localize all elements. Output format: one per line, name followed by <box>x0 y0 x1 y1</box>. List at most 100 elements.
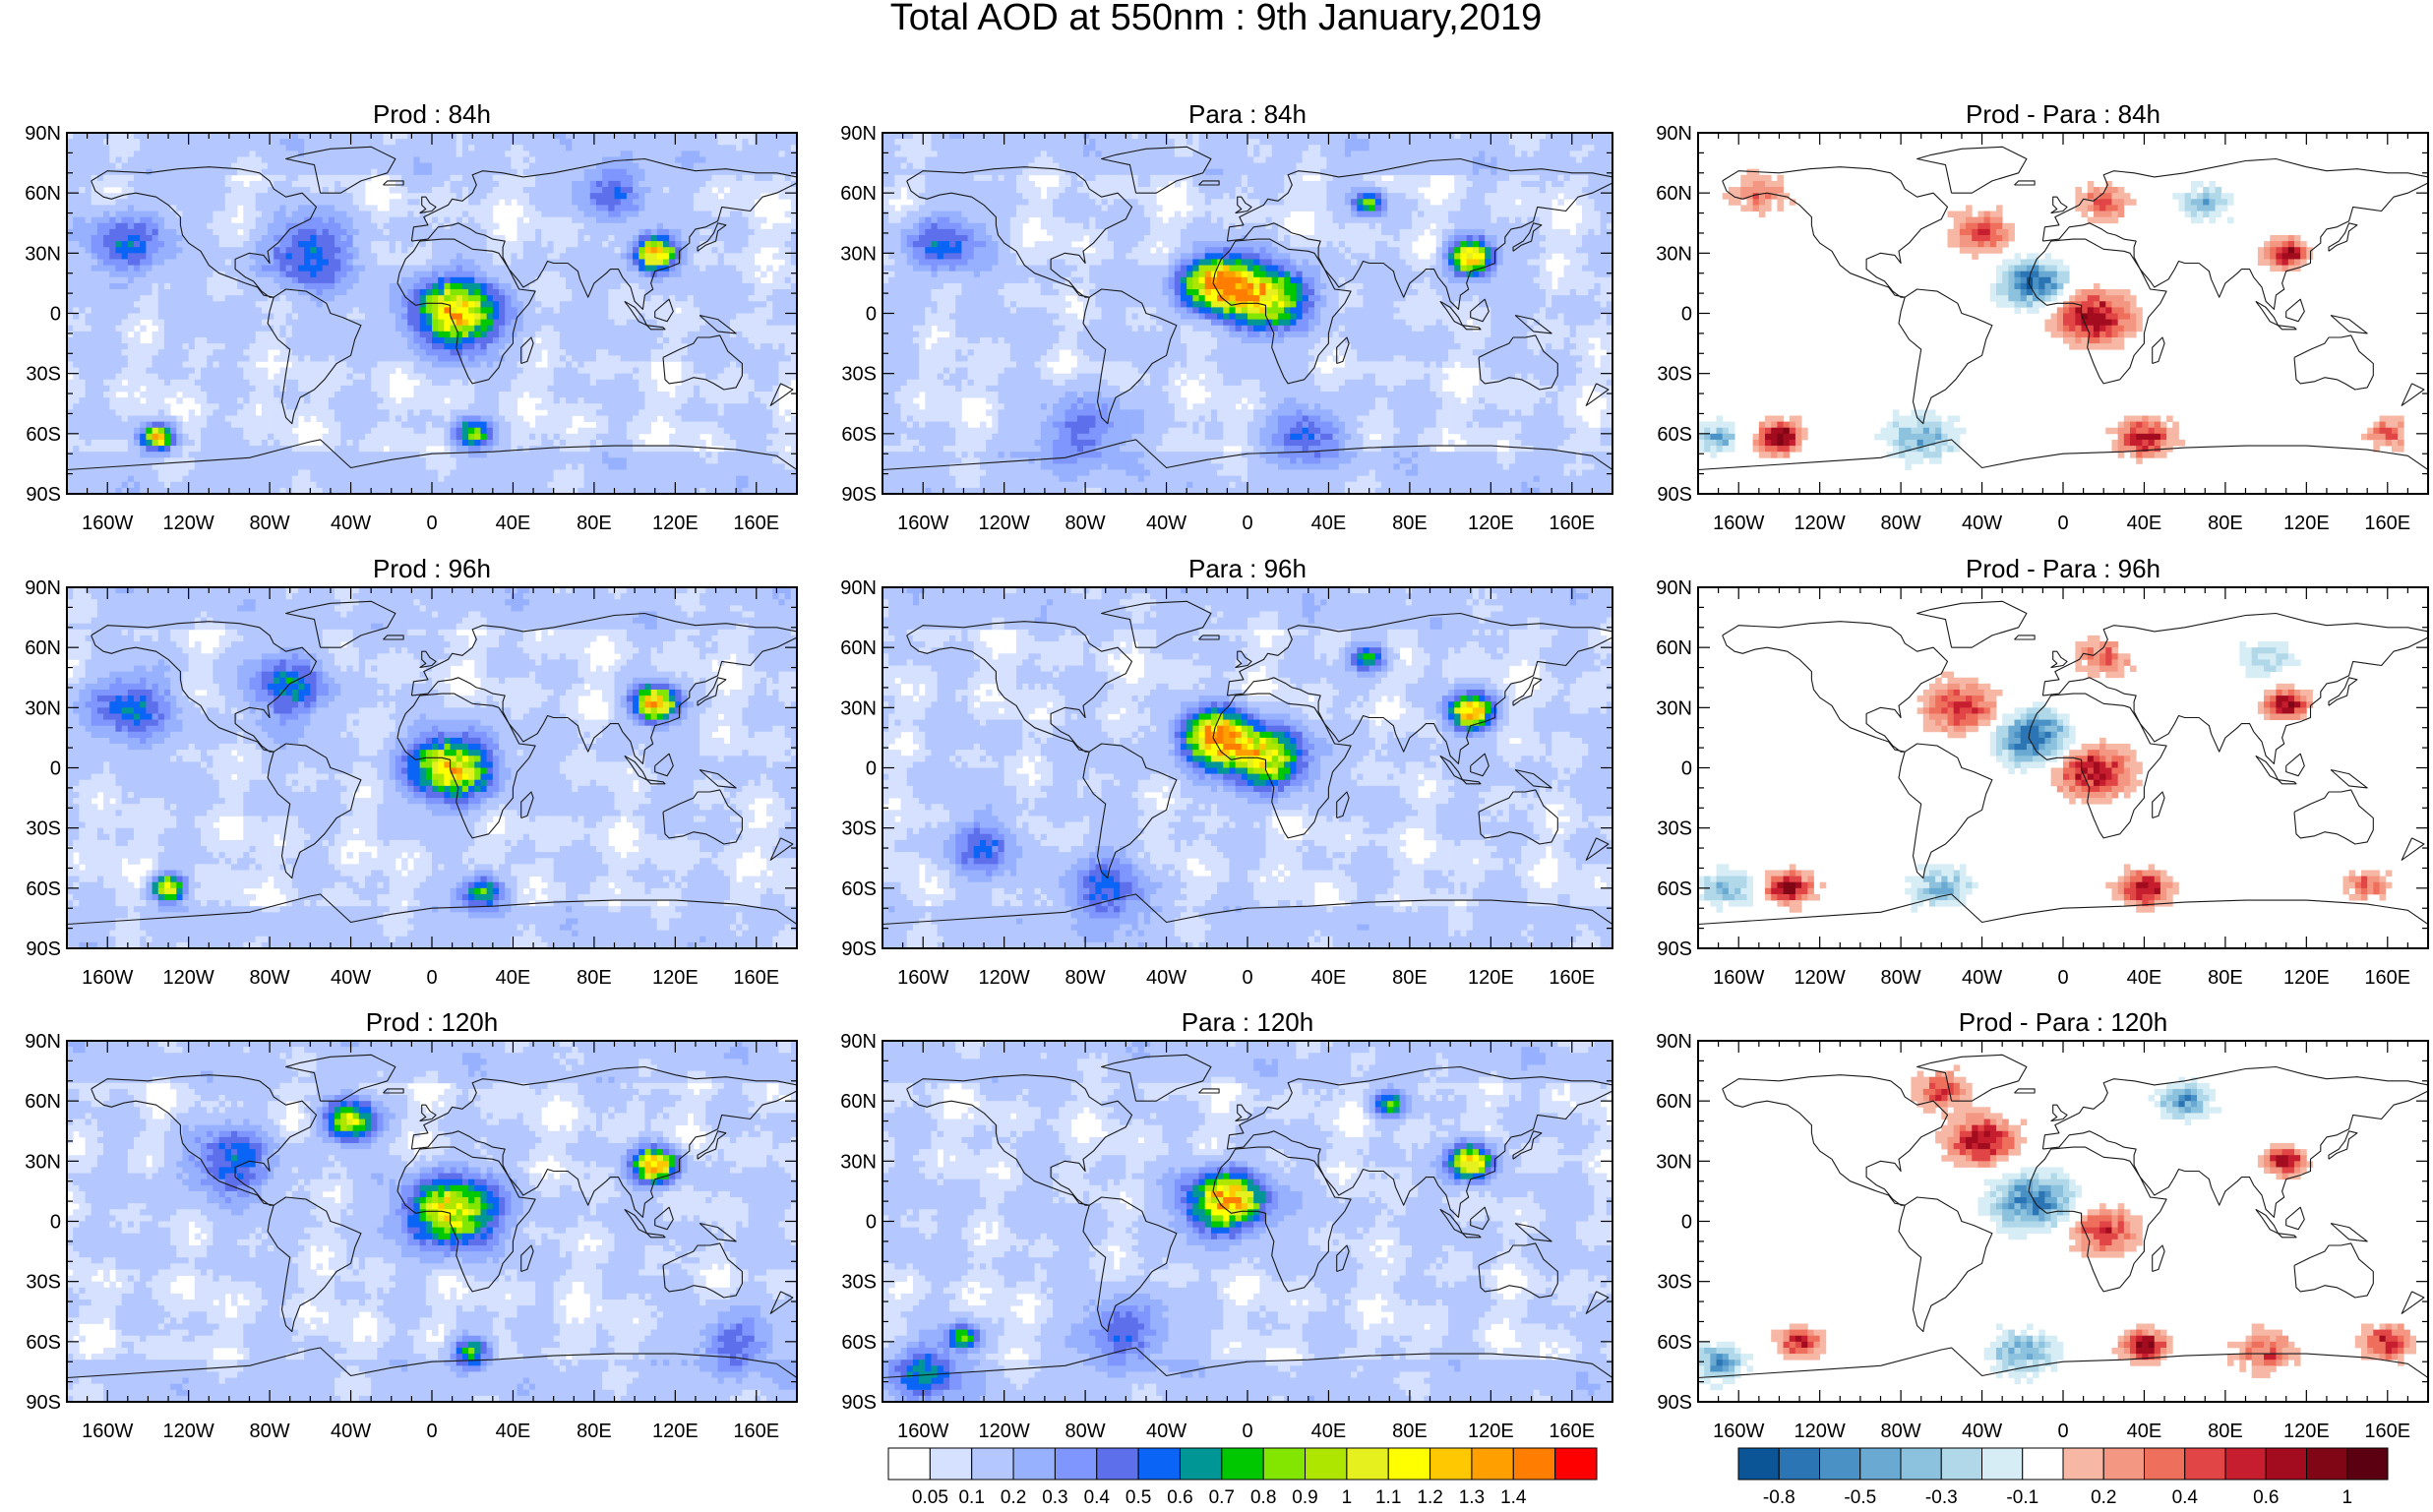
colorbar-swatch <box>1820 1448 1860 1480</box>
lon-tick-label: 160W <box>1713 967 1764 989</box>
colorbar-swatch <box>1138 1448 1180 1480</box>
lon-tick-label: 120E <box>652 513 699 534</box>
lat-tick-label: 0 <box>50 758 61 780</box>
figure-title: Total AOD at 550nm : 9th January,2019 <box>890 0 1543 38</box>
lat-tick-label: 30N <box>840 697 877 719</box>
lat-tick-label: 60S <box>1657 424 1692 446</box>
colorbar-swatch <box>1901 1448 1941 1480</box>
lat-tick-label: 90S <box>1657 1392 1692 1414</box>
lon-tick-label: 40E <box>1311 513 1347 534</box>
lon-tick-label: 80E <box>2208 967 2243 989</box>
lat-tick-label: 0 <box>50 1212 61 1234</box>
colorbar-swatch <box>1388 1448 1429 1480</box>
colorbar-swatch <box>2347 1448 2388 1480</box>
lat-tick-label: 90S <box>26 484 61 506</box>
lon-tick-label: 120W <box>1794 1421 1846 1442</box>
lat-tick-label: 60N <box>25 637 61 659</box>
lat-tick-label: 0 <box>50 304 61 326</box>
lat-tick-label: 30N <box>25 243 61 265</box>
lat-tick-label: 60N <box>25 1091 61 1113</box>
aod-field <box>882 587 1612 948</box>
panel-title: Prod : 84h <box>373 99 491 129</box>
lon-tick-label: 80W <box>1881 1421 1921 1442</box>
lon-tick-label: 80W <box>1881 513 1921 534</box>
lon-tick-label: 120W <box>979 513 1030 534</box>
lat-tick-label: 90S <box>841 484 877 506</box>
lon-tick-label: 120E <box>652 967 699 989</box>
lon-tick-label: 120E <box>652 1421 699 1442</box>
colorbar-swatch <box>2225 1448 2266 1480</box>
panel-title: Prod : 96h <box>373 554 491 583</box>
colorbar-swatch <box>1013 1448 1055 1480</box>
lat-tick-label: 30N <box>840 1151 877 1173</box>
colorbar-label: 0.5 <box>1125 1487 1151 1507</box>
aod-field <box>67 1041 797 1402</box>
panel-title: Para : 120h <box>1182 1007 1313 1037</box>
lon-tick-label: 120W <box>163 1421 214 1442</box>
colorbar-swatch <box>2023 1448 2063 1480</box>
lat-tick-label: 60N <box>1656 637 1692 659</box>
colorbar-label: -0.5 <box>1844 1487 1876 1507</box>
lon-tick-label: 0 <box>2057 513 2068 534</box>
lat-tick-label: 90N <box>840 1031 877 1053</box>
lon-tick-label: 40E <box>1311 1421 1347 1442</box>
lon-tick-label: 0 <box>1242 1421 1252 1442</box>
colorbar-swatch <box>888 1448 930 1480</box>
lat-tick-label: 30S <box>26 1272 61 1294</box>
colorbar-swatch <box>1055 1448 1096 1480</box>
lon-tick-label: 80E <box>1392 1421 1428 1442</box>
colorbar-label: 0.2 <box>2091 1487 2116 1507</box>
aod-field <box>1698 587 2428 948</box>
colorbar-label: 0.7 <box>1209 1487 1235 1507</box>
colorbar-label: 0.4 <box>2172 1487 2199 1507</box>
lon-tick-label: 120W <box>163 513 214 534</box>
lat-tick-label: 60N <box>25 183 61 205</box>
lon-tick-label: 160W <box>1713 1421 1764 1442</box>
lon-tick-label: 0 <box>426 967 437 989</box>
lon-tick-label: 160W <box>897 1421 948 1442</box>
lon-tick-label: 40E <box>496 967 531 989</box>
lat-tick-label: 90S <box>841 1392 877 1414</box>
lat-tick-label: 60S <box>26 878 61 900</box>
colorbar-label: 0.9 <box>1292 1487 1317 1507</box>
colorbar-label: 1.3 <box>1459 1487 1485 1507</box>
lon-tick-label: 40W <box>1146 513 1186 534</box>
lon-tick-label: 80W <box>1065 1421 1106 1442</box>
lat-tick-label: 0 <box>1681 758 1692 780</box>
lon-tick-label: 0 <box>426 1421 437 1442</box>
panel-grid: Prod : 84h 90N 60N 30N 0 30S 60S 90S 160W 120W 80W… <box>25 99 2428 1442</box>
lat-tick-label: 60S <box>841 1332 877 1354</box>
lat-tick-label: 90S <box>1657 484 1692 506</box>
colorbar-label: 0.6 <box>2253 1487 2279 1507</box>
colorbar-label: 0.8 <box>1250 1487 1276 1507</box>
lat-tick-label: 90S <box>26 1392 61 1414</box>
lat-tick-label: 30S <box>841 364 877 386</box>
lat-tick-label: 60N <box>840 183 877 205</box>
lat-tick-label: 90N <box>1656 123 1692 145</box>
lon-tick-label: 40W <box>1962 513 2002 534</box>
lon-tick-label: 120E <box>2283 1421 2330 1442</box>
colorbar-label: -0.3 <box>1925 1487 1958 1507</box>
lat-tick-label: 60N <box>1656 183 1692 205</box>
colorbar-swatch <box>1306 1448 1347 1480</box>
lon-tick-label: 40W <box>331 1421 371 1442</box>
lon-tick-label: 160W <box>82 513 133 534</box>
lon-tick-label: 80W <box>250 513 290 534</box>
lon-tick-label: 120E <box>2283 513 2330 534</box>
colorbar-label: 0.4 <box>1084 1487 1111 1507</box>
lon-tick-label: 160W <box>82 967 133 989</box>
colorbar-label: 1.4 <box>1500 1487 1527 1507</box>
panel-title: Prod - Para : 120h <box>1959 1007 2167 1037</box>
panel-title: Para : 96h <box>1188 554 1307 583</box>
colorbar-swatch <box>1263 1448 1305 1480</box>
lat-tick-label: 0 <box>1681 1212 1692 1234</box>
lon-tick-label: 120W <box>979 967 1030 989</box>
lon-tick-label: 120E <box>1468 1421 1514 1442</box>
aod-field <box>67 133 797 494</box>
